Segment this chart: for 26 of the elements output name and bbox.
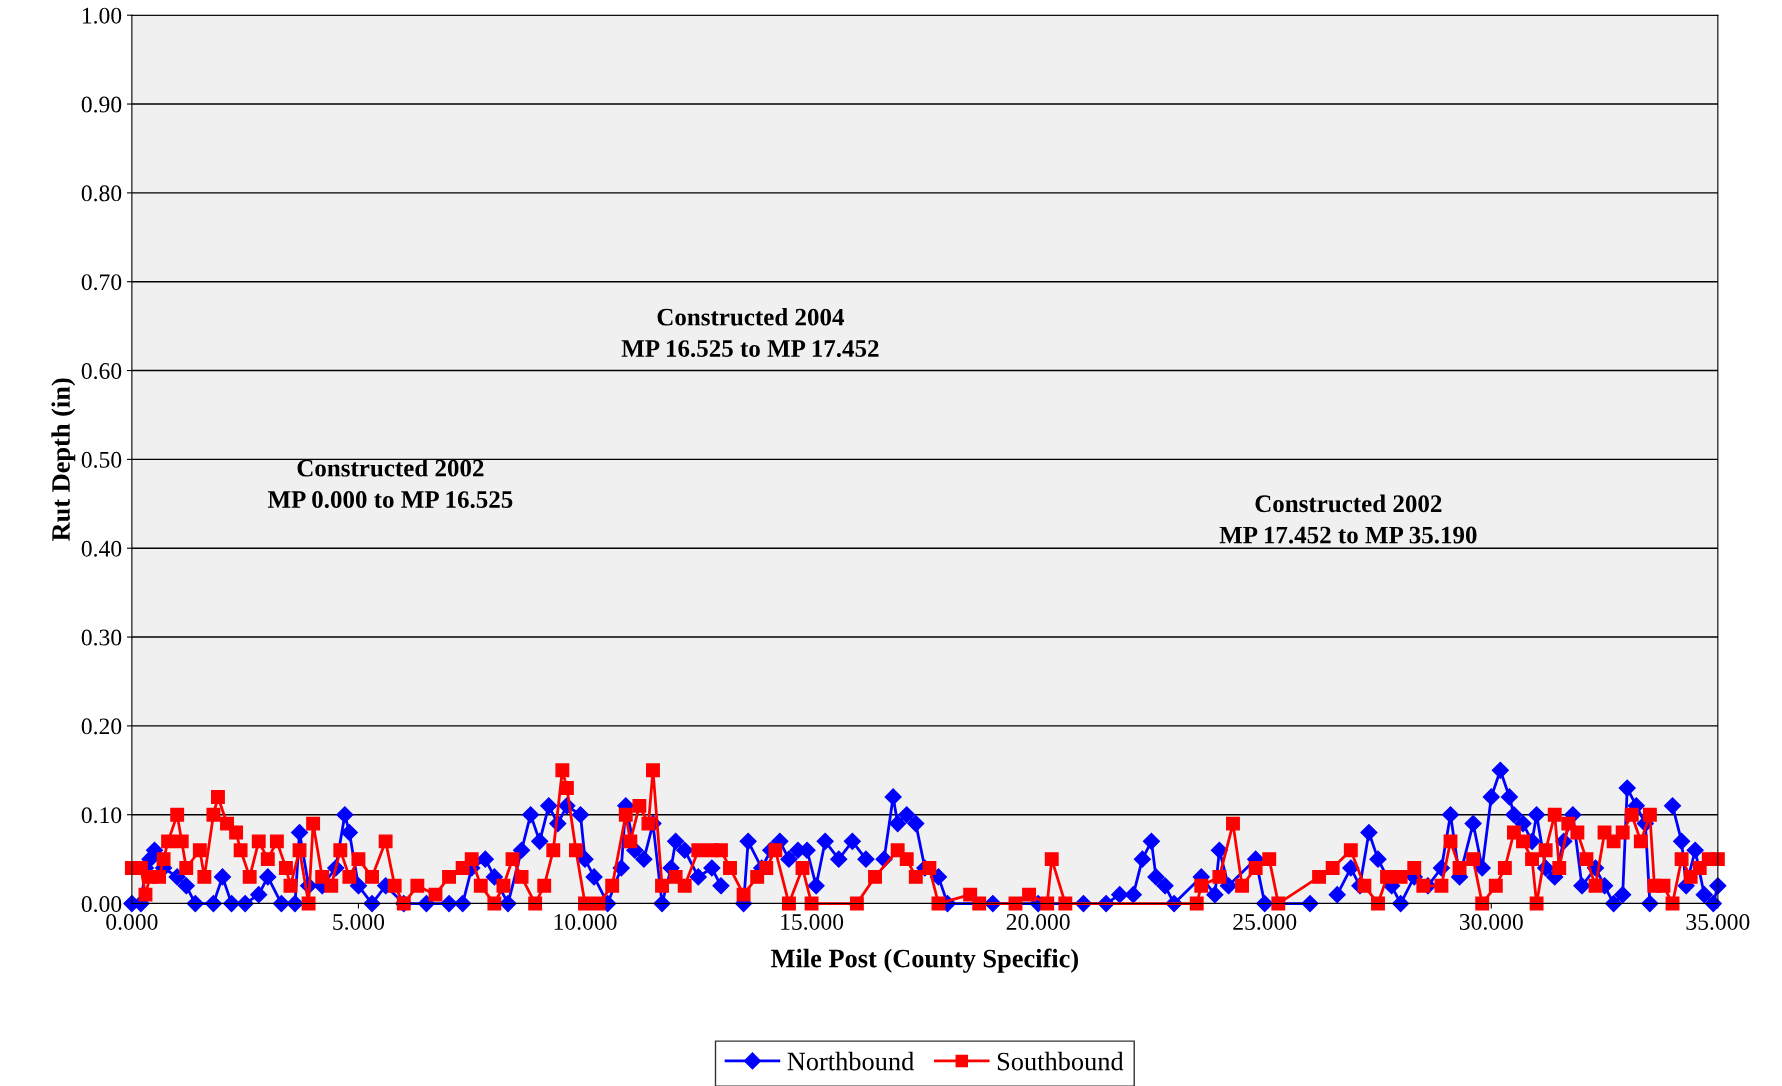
y-tick-label: 1.00: [82, 7, 122, 24]
annotation: Constructed 2002 MP 17.452 to MP 35.190: [1219, 494, 1477, 544]
y-tick-label: 0.30: [81, 629, 122, 646]
x-tick-label: 15.000: [781, 913, 844, 930]
y-axis-title: Rut Depth (in): [51, 378, 76, 542]
y-tick-label: 0.90: [81, 96, 122, 113]
y-tick-label: 0.40: [81, 540, 122, 557]
x-tick-label: 30.000: [1459, 913, 1523, 930]
y-tick-label: 0.70: [81, 274, 122, 291]
y-tick-label: 0.20: [81, 718, 122, 735]
x-tick-label: 20.000: [1006, 913, 1070, 930]
y-tick-label: 0.50: [81, 451, 122, 468]
y-tick-label: 0.60: [81, 363, 122, 380]
annotation: Constructed 2002 MP 0.000 to MP 16.525: [267, 459, 513, 509]
x-axis-title: Mile Post (County Specific): [771, 948, 1078, 973]
annotation: Constructed 2004 MP 16.525 to MP 17.452: [621, 308, 879, 358]
legend-label: Southbound: [997, 1051, 1124, 1071]
x-tick-label: 25.000: [1233, 913, 1297, 930]
x-tick-label: 5.000: [333, 913, 385, 930]
x-tick-label: 10.000: [554, 913, 617, 930]
x-tick-label: 0.000: [106, 913, 158, 930]
legend-label: Northbound: [787, 1051, 914, 1071]
x-tick-label: 35.000: [1686, 913, 1750, 930]
y-tick-label: 0.10: [81, 807, 122, 824]
y-tick-label: 0.00: [81, 896, 122, 913]
y-tick-label: 0.80: [81, 185, 122, 202]
